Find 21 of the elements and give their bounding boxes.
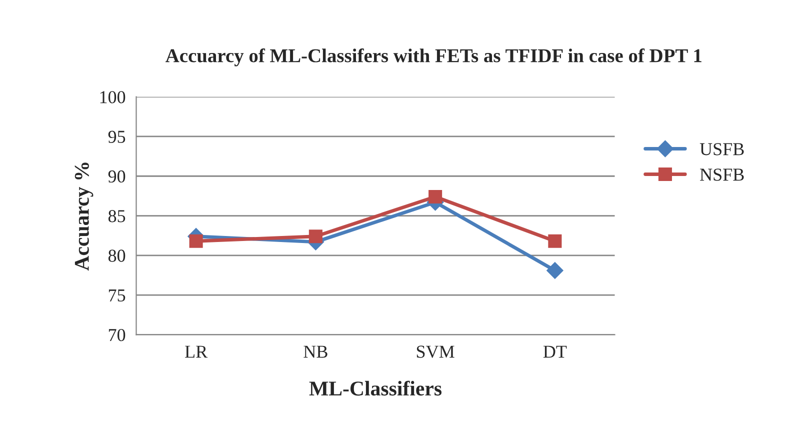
point: [308, 230, 322, 244]
y-tick-label: 90: [108, 170, 126, 183]
x-tick-label: LR: [185, 346, 208, 358]
point: [548, 234, 562, 248]
x-tick-label: NB: [304, 346, 328, 358]
point: [546, 262, 564, 279]
chart-title: Accuarcy of ML-Classifers with FETs as TFIDF in case of DPT 1: [166, 48, 702, 66]
x-tick-label: DT: [543, 346, 567, 358]
legend-label: NSFB: [700, 168, 744, 181]
y-tick-label: 95: [108, 130, 126, 143]
x-axis-title: ML-Classifiers: [309, 380, 442, 396]
x-tick-label: SVM: [416, 346, 454, 358]
legend-label: USFB: [700, 143, 744, 156]
point: [189, 234, 203, 248]
y-tick-label: 75: [108, 289, 126, 302]
y-axis-title: Accuarcy %: [74, 162, 94, 271]
y-tick-label: 80: [108, 250, 126, 262]
y-tick-label: 100: [100, 91, 126, 104]
y-tick-label: 85: [108, 210, 126, 222]
point: [428, 190, 442, 204]
y-tick-label: 70: [108, 328, 126, 342]
